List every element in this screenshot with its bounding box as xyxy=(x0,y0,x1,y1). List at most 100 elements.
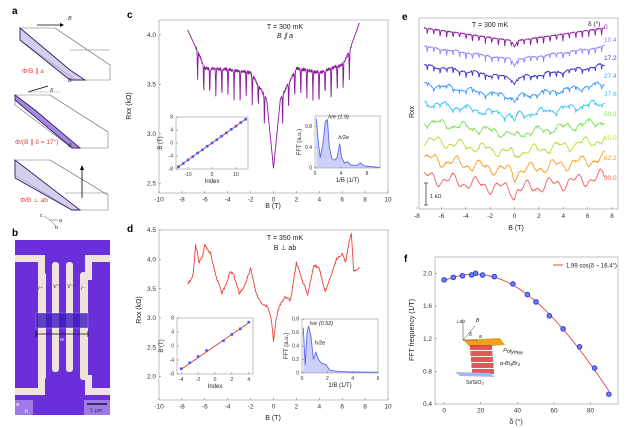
data-point xyxy=(576,344,583,350)
x-tick-label: 0 xyxy=(272,404,276,411)
y-tick-label: 0.4 xyxy=(305,145,312,151)
panel-label-e: e xyxy=(402,12,408,23)
x-tick-label: -10 xyxy=(184,172,191,178)
flux-label-delta: Φ/(B ∥ δ = 17°) xyxy=(15,138,58,146)
contact-label: V⁻ xyxy=(67,284,75,290)
panel-c-chart: -10 -8 -6 -4 -2 0 2 4 6 8 10 2.5 3.0 3.5 4.0 B (T) Rxx (… xyxy=(126,19,392,210)
contact-label: I⁺ xyxy=(38,286,44,292)
field-annotation: B ⊥ ab xyxy=(274,245,297,252)
delta-label: δ xyxy=(469,332,472,338)
crystal-layer xyxy=(470,351,493,356)
crystal-layer xyxy=(471,363,494,368)
x-tick-label: 8 xyxy=(363,404,367,411)
data-point xyxy=(239,327,242,331)
x-tick-label: 8 xyxy=(610,213,614,220)
rxx-trace-delta-90-0 xyxy=(423,168,606,201)
panel-label-c: c xyxy=(127,10,133,21)
fft-area xyxy=(316,118,380,168)
contact-label: I⁻ xyxy=(81,286,87,292)
substrate-layer xyxy=(455,372,495,377)
data-point xyxy=(472,270,479,277)
data-point xyxy=(186,158,190,162)
crystal-layer xyxy=(471,357,493,362)
data-point xyxy=(546,313,553,319)
x-tick-label: 10 xyxy=(384,404,392,411)
x-tick-label: 0 xyxy=(513,213,517,220)
perp-ab-label: ⊥ab xyxy=(455,319,465,325)
x-tick-label: 80 xyxy=(587,408,595,415)
y-axis-label: Rxx (kΩ) xyxy=(126,92,133,119)
x-tick-label: -2 xyxy=(248,404,254,411)
data-point xyxy=(239,121,243,124)
axes-frame xyxy=(434,256,619,405)
y-tick-label: -4 xyxy=(169,154,174,160)
x-tick-label: 0 xyxy=(314,171,317,177)
legend-label: 82.2 xyxy=(604,155,617,162)
flake xyxy=(36,313,88,328)
x-tick-label: 4 xyxy=(317,197,321,204)
x-tick-label: -6 xyxy=(438,213,444,220)
rxx-curve xyxy=(187,232,360,342)
crystal-label: α-Bi₄Br₄ xyxy=(500,361,520,367)
panel-label-a: a xyxy=(12,6,18,17)
flux-plane xyxy=(14,94,82,149)
a-label: a xyxy=(479,334,482,340)
data-point xyxy=(201,148,204,152)
y-tick-label: 1.2 xyxy=(423,336,432,343)
y-tick-label: 0.8 xyxy=(305,124,312,130)
y-tick-label: -8 xyxy=(170,372,175,378)
x-tick-label: 8 xyxy=(366,171,369,177)
x-tick-label: 0 xyxy=(272,197,276,204)
data-point xyxy=(533,299,539,305)
substrate-label: Si/SiO₂ xyxy=(466,380,484,386)
field-arrow-icon xyxy=(27,85,49,93)
x-tick-label: 20 xyxy=(477,408,485,415)
x-tick-label: -4 xyxy=(179,377,184,383)
width-label: w xyxy=(60,337,65,343)
x-axis-label: B (T) xyxy=(265,415,281,422)
y-tick-label: 0.6 xyxy=(292,330,299,336)
x-tick-label: -2 xyxy=(196,377,201,383)
x-tick-label: 2 xyxy=(295,197,299,204)
rxx-trace-delta-65-0 xyxy=(423,135,605,159)
scale-bar-label: 1 kΩ xyxy=(430,194,441,200)
x-tick-label: 8 xyxy=(363,197,367,204)
data-point xyxy=(524,291,531,298)
x-tick-label: 4 xyxy=(317,404,321,411)
axes-frame xyxy=(301,318,379,374)
x-tick-label: 4 xyxy=(561,213,565,220)
device-micrograph xyxy=(15,240,110,415)
x-tick-label: -6 xyxy=(202,197,208,204)
data-point xyxy=(606,391,612,398)
crystal-layer xyxy=(470,345,492,350)
y-tick-label: 2.0 xyxy=(423,271,432,278)
x-tick-label: 6 xyxy=(340,197,344,204)
x-tick-label: -2 xyxy=(248,197,254,204)
x-tick-label: 60 xyxy=(550,408,558,415)
data-point xyxy=(510,281,516,287)
x-tick-label: -4 xyxy=(463,213,469,220)
data-point xyxy=(247,320,251,324)
rxx-trace-delta-82-2 xyxy=(424,150,605,184)
x-axis-label: B (T) xyxy=(265,203,281,210)
data-point xyxy=(220,134,223,138)
y-tick-label: 2.5 xyxy=(147,180,156,187)
data-point xyxy=(244,117,247,121)
legend-label: 17.2 xyxy=(604,55,617,62)
temperature-annotation: T = 300 mK xyxy=(267,24,304,31)
rxx-trace-delta-0 xyxy=(423,26,605,48)
inset-y-label: FFT (a.u.) xyxy=(297,129,303,156)
y-tick-label: 0.8 xyxy=(423,369,432,376)
rxx-trace-delta-10-4 xyxy=(424,44,605,68)
axis-a: a xyxy=(16,402,20,408)
y-tick-label: 4 xyxy=(170,128,173,134)
rxx-trace-delta-27-4 xyxy=(424,81,605,103)
x-tick-label: 4 xyxy=(351,376,354,382)
x-tick-label: -8 xyxy=(179,404,185,411)
x-tick-label: 0 xyxy=(301,376,304,382)
y-tick-label: -4 xyxy=(170,358,175,364)
inset-y-label: FFT (a.u.) xyxy=(284,333,290,360)
fft-line xyxy=(302,325,379,373)
data-point xyxy=(222,339,225,343)
axis-c: c xyxy=(40,213,43,219)
